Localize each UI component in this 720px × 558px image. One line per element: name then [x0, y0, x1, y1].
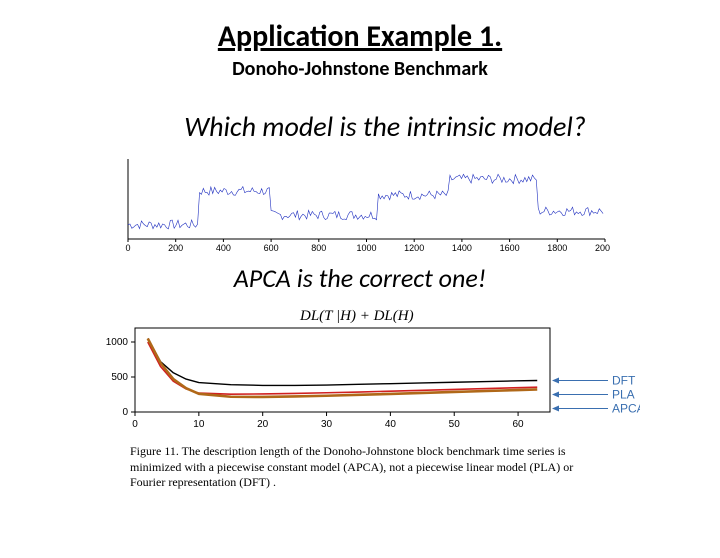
svg-text:50: 50: [449, 419, 461, 430]
dl-chart: DL(T |H) + DL(H) 010203040506005001000DF…: [80, 312, 640, 432]
svg-text:0: 0: [122, 407, 128, 418]
svg-text:600: 600: [264, 243, 279, 253]
page-subtitle: Donoho-Johnstone Benchmark: [0, 57, 720, 81]
svg-text:1600: 1600: [500, 243, 520, 253]
svg-text:200: 200: [168, 243, 183, 253]
svg-text:1000: 1000: [356, 243, 376, 253]
svg-text:APCA: APCA: [612, 402, 640, 416]
svg-text:DFT: DFT: [612, 374, 636, 388]
figure-caption: Figure 11. The description length of the…: [130, 444, 600, 491]
svg-text:60: 60: [513, 419, 525, 430]
svg-text:1400: 1400: [452, 243, 472, 253]
question-text: Which model is the intrinsic model?: [50, 109, 720, 144]
svg-text:400: 400: [216, 243, 231, 253]
svg-text:10: 10: [193, 419, 205, 430]
svg-text:500: 500: [111, 372, 128, 383]
svg-text:40: 40: [385, 419, 397, 430]
svg-text:20: 20: [257, 419, 269, 430]
svg-text:PLA: PLA: [612, 388, 635, 402]
dl-formula: DL(T |H) + DL(H): [300, 308, 414, 325]
answer-text: APCA is the correct one!: [0, 262, 720, 294]
svg-text:1200: 1200: [404, 243, 424, 253]
svg-text:2000: 2000: [595, 243, 610, 253]
svg-text:30: 30: [321, 419, 333, 430]
page-title: Application Example 1.: [0, 18, 720, 55]
svg-text:1000: 1000: [106, 337, 129, 348]
svg-text:0: 0: [132, 419, 138, 430]
svg-text:1800: 1800: [547, 243, 567, 253]
signal-chart: 0 200 400 600 800 1000 1200 1400 1600 1800 2000: [110, 154, 610, 254]
svg-text:0: 0: [125, 243, 130, 253]
svg-text:800: 800: [311, 243, 326, 253]
